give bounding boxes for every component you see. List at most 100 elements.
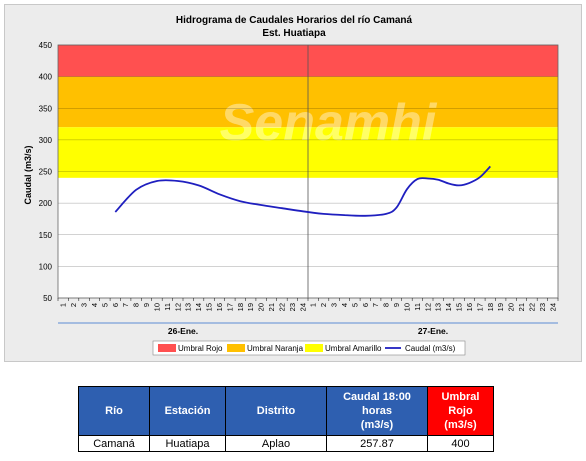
x-tick-label: 12 [423, 303, 432, 311]
data-point [365, 215, 366, 216]
x-tick-label: 3 [330, 303, 339, 307]
x-tick-label: 14 [444, 303, 453, 311]
data-point [344, 215, 345, 216]
hydrograph-chart: Hidrograma de Caudales Horarios del río … [23, 15, 559, 356]
x-tick-label: 10 [402, 303, 411, 311]
x-tick-label: 18 [236, 303, 245, 311]
y-tick-label: 250 [39, 168, 53, 177]
data-point [396, 207, 397, 208]
x-tick-label: 15 [205, 303, 214, 311]
data-point [469, 182, 470, 183]
x-tick-label: 9 [392, 303, 401, 307]
header-caudal-line2: horas [362, 405, 392, 417]
y-tick-label: 300 [39, 136, 53, 145]
chart-title: Hidrograma de Caudales Horarios del río … [176, 15, 413, 26]
data-point [490, 166, 491, 167]
legend-swatch [305, 344, 323, 352]
x-tick-label: 15 [455, 303, 464, 311]
legend-label: Umbral Naranja [247, 344, 304, 353]
x-tick-label: 7 [371, 303, 380, 307]
x-tick-label: 5 [100, 303, 109, 307]
header-caudal-line1: Caudal 18:00 [343, 391, 411, 403]
data-point [219, 194, 220, 195]
x-tick-label: 14 [194, 303, 203, 311]
legend-label: Umbral Rojo [178, 344, 223, 353]
series-line-caudal [114, 165, 491, 217]
x-tick-label: 17 [225, 303, 234, 311]
x-tick-label: 23 [538, 303, 547, 311]
x-tick-label: 11 [163, 303, 172, 311]
legend-swatch [227, 344, 245, 352]
x-tick-label: 12 [173, 303, 182, 311]
x-tick-label: 9 [142, 303, 151, 307]
x-tick-label: 2 [319, 303, 328, 307]
x-tick-label: 18 [486, 303, 495, 311]
header-umbral: Umbral Rojo (m3/s) [427, 386, 494, 436]
data-point [240, 201, 241, 202]
x-tick-label: 8 [382, 303, 391, 307]
header-umbral-line1: Umbral [441, 391, 480, 403]
data-point [417, 179, 418, 180]
x-tick-label: 17 [475, 303, 484, 311]
x-tick-label: 16 [465, 303, 474, 311]
header-estacion: Estación [149, 386, 226, 436]
x-tick-label: 19 [496, 303, 505, 311]
x-tick-label: 1 [59, 303, 68, 307]
x-tick-label: 22 [277, 303, 286, 311]
chart-legend: Umbral Rojo Umbral Naranja Umbral Amarillo… [152, 340, 466, 356]
table-row: Camaná Huatiapa Aplao 257.87 400 [78, 435, 494, 452]
header-caudal-line3: (m3/s) [360, 419, 394, 431]
header-distrito: Distrito [225, 386, 327, 436]
header-umbral-line3: (m3/s) [444, 419, 477, 431]
y-tick-label: 350 [39, 104, 53, 113]
data-point [479, 177, 480, 178]
x-tick-label: 23 [288, 303, 297, 311]
x-tick-label: 3 [80, 303, 89, 307]
data-point [261, 204, 262, 205]
cell-rio: Camaná [78, 435, 150, 452]
data-point [156, 180, 157, 181]
summary-table: Río Estación Distrito Caudal 18:00 horas… [78, 386, 494, 452]
legend-swatch [158, 344, 176, 352]
data-point [386, 213, 387, 214]
data-point [302, 211, 303, 212]
x-tick-label: 6 [111, 303, 120, 307]
data-point [136, 189, 137, 190]
data-point [177, 180, 178, 181]
x-tick-label: 13 [434, 303, 443, 311]
y-axis-label: Caudal (m3/s) [23, 145, 33, 204]
data-point [427, 178, 428, 179]
y-tick-label: 450 [39, 41, 53, 50]
x-tick-label: 7 [121, 303, 130, 307]
x-tick-label: 6 [361, 303, 370, 307]
x-tick-label: 24 [548, 303, 557, 311]
x-tick-label: 20 [507, 303, 516, 311]
x-tick-label: 13 [184, 303, 193, 311]
data-point [115, 211, 116, 212]
y-tick-label: 150 [39, 231, 53, 240]
data-point [438, 179, 439, 180]
data-point [198, 185, 199, 186]
data-point [458, 185, 459, 186]
data-point [448, 183, 449, 184]
cell-distrito: Aplao [225, 435, 327, 452]
cell-estacion: Huatiapa [149, 435, 226, 452]
y-tick-label: 100 [39, 262, 53, 271]
header-umbral-line2: Rojo [448, 405, 473, 417]
y-tick-label: 400 [39, 73, 53, 82]
day-group-label: 26-Ene. [168, 326, 198, 336]
chart-subtitle: Est. Huatiapa [262, 28, 326, 39]
chart-container: Hidrograma de Caudales Horarios del río … [4, 4, 582, 362]
x-tick-label: 11 [413, 303, 422, 311]
day-group-label: 27-Ene. [418, 326, 448, 336]
x-tick-label: 8 [132, 303, 141, 307]
x-tick-label: 10 [152, 303, 161, 311]
x-tick-label: 4 [340, 303, 349, 307]
y-tick-label: 50 [43, 294, 52, 303]
x-tick-label: 2 [69, 303, 78, 307]
data-point [323, 213, 324, 214]
y-tick-label: 200 [39, 199, 53, 208]
x-tick-label: 1 [309, 303, 318, 307]
watermark-text: Senamhi [220, 94, 438, 152]
cell-caudal: 257.87 [326, 435, 428, 452]
